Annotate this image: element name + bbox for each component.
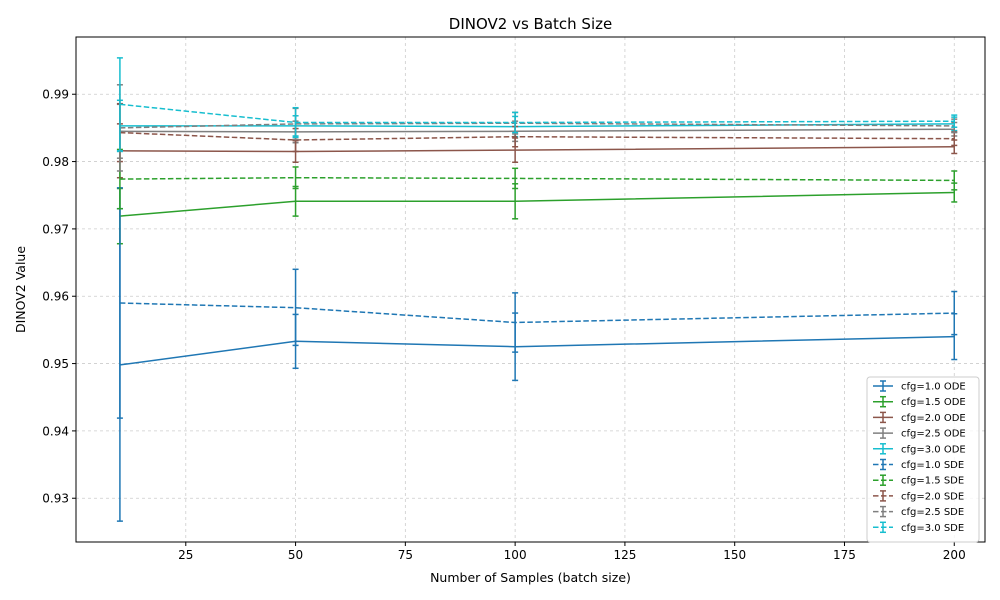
series-cfg-3-0-sde (116, 57, 958, 152)
series-line (119, 176, 955, 182)
y-tick-label: 0.96 (42, 290, 69, 304)
x-tick-label: 200 (943, 548, 966, 562)
series-line (119, 191, 955, 217)
x-axis: 25 50 75 100 125 150 175 200 (178, 542, 966, 562)
legend-item: cfg=2.0 SDE (873, 490, 964, 502)
legend-item: cfg=3.0 ODE (873, 443, 966, 455)
legend-label: cfg=3.0 ODE (901, 444, 966, 455)
legend-label: cfg=2.5 SDE (901, 507, 964, 518)
legend-box (866, 376, 980, 543)
legend-item: cfg=2.5 ODE (873, 427, 966, 440)
y-axis-label: DINOV2 Value (13, 246, 28, 333)
legend-item: cfg=1.0 SDE (873, 458, 964, 471)
series-cfg-1-5-sde (116, 148, 958, 210)
legend-item: cfg=1.5 SDE (873, 474, 964, 487)
y-tick-label: 0.99 (42, 88, 69, 102)
x-tick-label: 175 (833, 548, 856, 562)
legend: cfg=1.0 ODE cfg=1.5 ODE cfg=2.0 ODE cfg=2.5… (866, 376, 980, 543)
series-line (119, 128, 955, 133)
legend-item: cfg=2.5 SDE (873, 505, 964, 518)
legend-item: cfg=1.5 ODE (873, 395, 966, 408)
plot-background (76, 37, 985, 542)
series-cfg-1-0-sde (116, 187, 958, 419)
series-line (119, 103, 955, 124)
legend-label: cfg=1.5 SDE (901, 476, 964, 487)
legend-label: cfg=2.5 ODE (901, 429, 966, 440)
x-tick-label: 25 (178, 548, 193, 562)
legend-label: cfg=1.5 ODE (901, 397, 966, 408)
x-tick-label: 75 (398, 548, 413, 562)
legend-label: cfg=1.0 ODE (901, 382, 966, 393)
legend-label: cfg=1.0 SDE (901, 460, 964, 471)
legend-label: cfg=2.0 ODE (901, 413, 966, 424)
y-tick-label: 0.97 (42, 222, 69, 236)
x-tick-label: 150 (723, 548, 746, 562)
y-tick-label: 0.98 (42, 155, 69, 169)
x-tick-label: 100 (504, 548, 527, 562)
legend-label: cfg=3.0 SDE (901, 523, 964, 534)
x-tick-label: 125 (613, 548, 636, 562)
plot-frame (75, 36, 986, 543)
series-line (119, 122, 955, 129)
y-tick-label: 0.93 (42, 492, 69, 506)
chart-title: DINOV2 vs Batch Size (449, 15, 612, 33)
x-tick-label: 50 (288, 548, 303, 562)
legend-item: cfg=1.0 ODE (873, 380, 966, 393)
y-axis: 0.93 0.94 0.95 0.96 0.97 0.98 0.99 (42, 88, 76, 506)
x-axis-label: Number of Samples (batch size) (430, 570, 631, 585)
series-line (119, 335, 955, 366)
legend-label: cfg=2.0 SDE (901, 491, 964, 502)
series-line (119, 146, 955, 153)
y-tick-label: 0.95 (42, 357, 69, 371)
y-tick-label: 0.94 (42, 424, 69, 438)
series-layer (116, 57, 958, 522)
legend-item: cfg=3.0 SDE (873, 521, 964, 534)
grid (76, 37, 985, 542)
legend-item: cfg=2.0 ODE (873, 411, 966, 424)
series-line (119, 123, 955, 128)
